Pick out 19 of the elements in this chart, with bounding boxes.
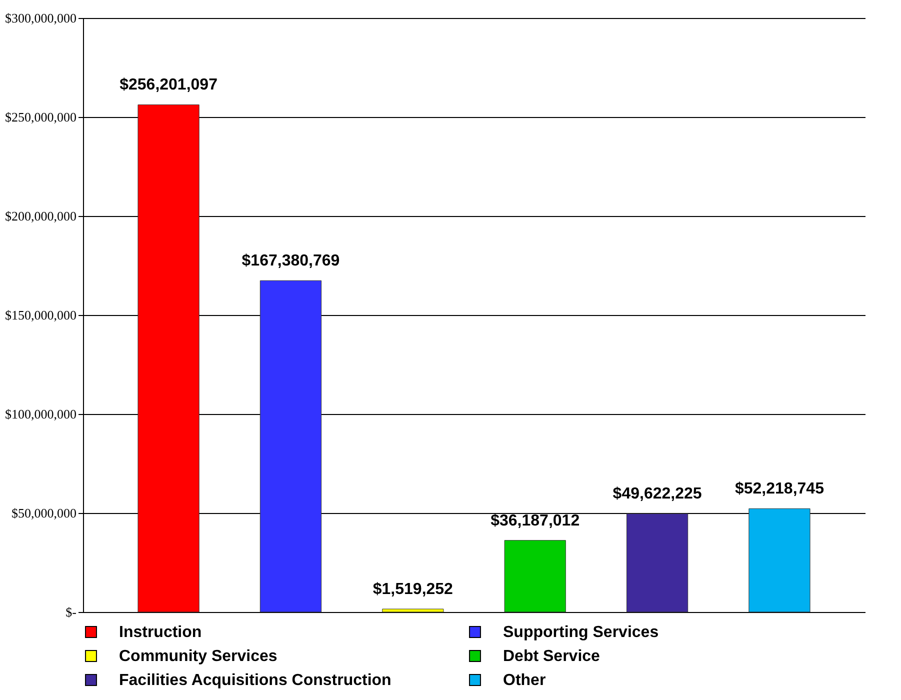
legend-label: Supporting Services <box>503 624 659 641</box>
y-tick-label: $- <box>66 604 76 620</box>
y-tick-label: $250,000,000 <box>5 110 76 124</box>
y-tick-label: $150,000,000 <box>5 308 76 322</box>
data-label: $36,187,012 <box>490 512 580 530</box>
data-label: $256,201,097 <box>120 76 218 94</box>
y-tick-label: $200,000,000 <box>5 208 76 224</box>
legend-label: Other <box>503 672 546 689</box>
data-label: $1,519,252 <box>372 580 454 598</box>
data-label: $49,622,225 <box>612 486 702 503</box>
legend-label: Debt Service <box>503 648 600 665</box>
y-tick-label: $50,000,000 <box>12 506 76 520</box>
legend-label: Community Services <box>119 648 278 665</box>
y-tick-label: $300,000,000 <box>5 10 76 26</box>
data-label: $167,380,769 <box>242 252 340 270</box>
y-tick-label: $100,000,000 <box>5 406 76 422</box>
legend-label: Instruction <box>119 624 202 641</box>
data-label: $52,218,745 <box>734 480 824 498</box>
legend-label: Facilities Acquisitions Construction <box>119 672 392 689</box>
